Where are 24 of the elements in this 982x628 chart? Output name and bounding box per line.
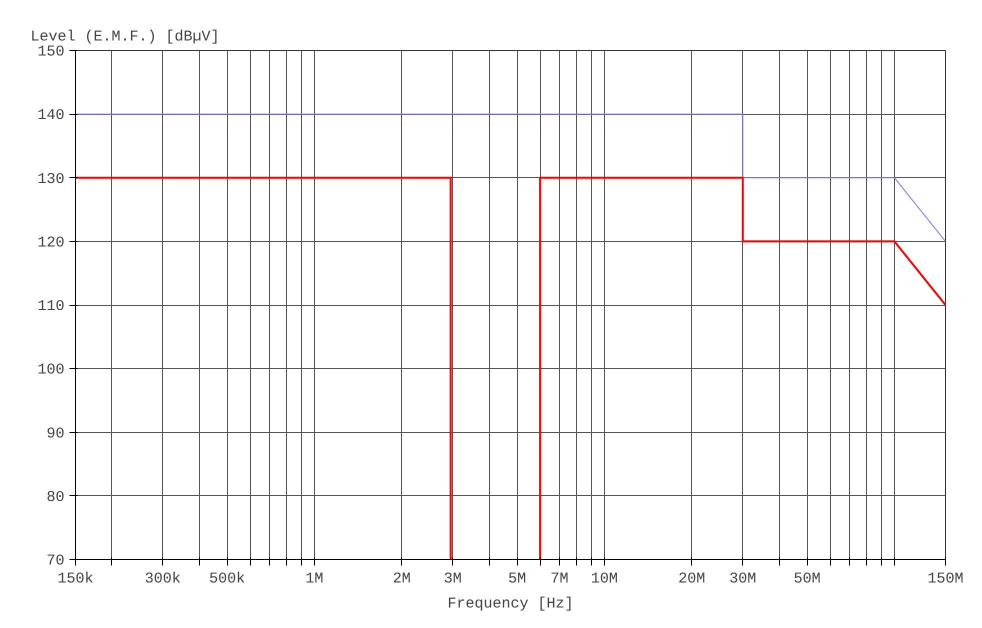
x-tick-label: 7M [550,570,569,588]
y-tick-label: 150 [37,44,65,60]
x-tick-label: 150M [927,570,964,588]
x-tick-label: 500k [209,570,246,588]
x-tick-label: 20M [678,570,706,588]
x-tick-label: 50M [794,570,821,588]
y-tick-label: 120 [37,234,65,252]
y-tick-label: 130 [37,170,65,188]
y-tick-label: 70 [46,552,65,570]
y-tick-label: 140 [37,107,65,124]
x-tick-label: 5M [508,570,526,588]
x-tick-label: 1M [305,570,324,588]
x-tick-label: 10M [590,570,618,588]
x-tick-label: 30M [729,570,756,588]
y-tick-label: 110 [37,298,65,315]
x-axis-title: Frequency [Hz] [447,596,574,612]
y-tick-label: 100 [37,362,65,379]
x-tick-label: 150k [57,570,94,588]
x-tick-label: 3M [444,570,462,588]
y-tick-label: 80 [46,488,65,506]
y-axis-title: Level (E.M.F.) [dBµV] [30,28,220,46]
x-tick-label: 300k [144,570,181,588]
x-tick-label: 2M [392,570,411,588]
y-tick-label: 90 [46,425,65,442]
